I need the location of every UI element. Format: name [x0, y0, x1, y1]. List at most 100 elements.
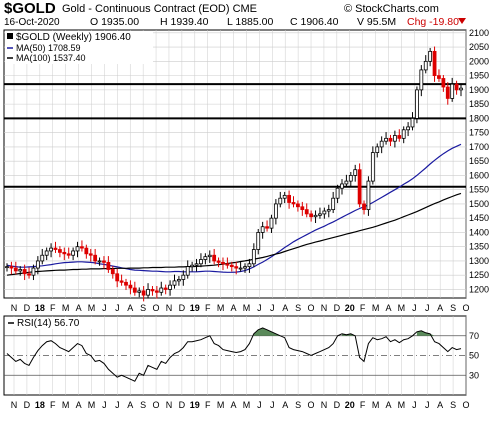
- x-tick-label: M: [243, 303, 251, 313]
- candle-body: [362, 203, 366, 211]
- x-tick-label: O: [462, 303, 469, 313]
- rsi-x-tick-label: J: [412, 400, 417, 410]
- rsi-x-tick-label: F: [205, 400, 211, 410]
- candle-body: [278, 197, 283, 205]
- candle-body: [80, 246, 84, 249]
- candle-body: [124, 281, 128, 286]
- candle-body: [432, 50, 437, 77]
- candle-body: [348, 175, 353, 182]
- candle-body: [132, 287, 137, 293]
- quote-close: C 1906.40: [290, 16, 339, 28]
- rsi-x-tick-label: A: [76, 400, 82, 410]
- x-tick-label: M: [372, 303, 380, 313]
- candle-body: [256, 232, 261, 250]
- x-tick-label: F: [50, 303, 56, 313]
- candle-body: [406, 126, 411, 131]
- rsi-x-tick-label: J: [102, 400, 107, 410]
- legend-ma100-text: MA(100) 1537.40: [16, 53, 86, 63]
- quote-open: O 1935.00: [90, 16, 140, 28]
- candle-body: [62, 251, 67, 255]
- x-tick-label: D: [334, 303, 341, 313]
- candle-body: [229, 264, 234, 268]
- candle-body: [441, 78, 446, 88]
- rsi-x-tick-label: M: [217, 400, 225, 410]
- candle-body: [27, 273, 31, 276]
- rsi-x-tick-label: N: [166, 400, 173, 410]
- price-tick-label: 1450: [469, 213, 489, 223]
- x-tick-label: J: [270, 303, 275, 313]
- candle-body: [172, 280, 177, 286]
- rsi-x-tick-label: J: [270, 400, 275, 410]
- candle-body: [221, 261, 225, 265]
- candle-body: [177, 279, 181, 282]
- rsi-legend-bg: [5, 317, 97, 329]
- candle-body: [366, 180, 371, 211]
- rsi-x-tick-label: J: [425, 400, 430, 410]
- rsi-overbought-fill: [253, 327, 435, 336]
- x-tick-label: O: [153, 303, 160, 313]
- candle-body: [31, 267, 36, 276]
- candle-body: [419, 69, 424, 91]
- x-tick-label: J: [257, 303, 262, 313]
- candle-body: [415, 89, 419, 119]
- x-tick-label: M: [398, 303, 406, 313]
- price-tick-label: 1950: [469, 71, 489, 81]
- ma100-line: [6, 192, 462, 276]
- price-tick-label: 1700: [469, 142, 489, 152]
- ma50-line: [6, 143, 462, 273]
- candle-body: [357, 169, 362, 205]
- candle-body: [57, 249, 62, 253]
- rsi-legend: RSI(14) 56.70: [5, 317, 97, 329]
- rsi-x-tick-label: S: [295, 400, 301, 410]
- candle-body: [199, 259, 203, 265]
- candle-body: [150, 289, 155, 292]
- candle-body: [5, 266, 9, 269]
- candle-body: [375, 146, 380, 153]
- candle-body: [154, 290, 159, 293]
- quote-high: H 1939.40: [160, 16, 209, 28]
- candle-body: [331, 197, 336, 211]
- rsi-x-tick-label: A: [437, 400, 443, 410]
- candle-body: [75, 246, 80, 252]
- candle-body: [53, 247, 58, 250]
- price-tick-label: 1800: [469, 113, 489, 123]
- candle-body: [450, 83, 455, 99]
- candle-body: [238, 267, 243, 270]
- rsi-x-tick-label: D: [179, 400, 186, 410]
- candle-body: [234, 266, 239, 269]
- x-tick-label: D: [179, 303, 186, 313]
- source-credit: © StockCharts.com: [344, 3, 439, 15]
- x-tick-label: N: [321, 303, 328, 313]
- x-tick-label: S: [450, 303, 456, 313]
- candle-body: [437, 75, 441, 79]
- candle-body: [212, 254, 217, 262]
- rsi-x-tick-label: O: [153, 400, 160, 410]
- candle-body: [203, 256, 208, 260]
- candle-body: [423, 60, 428, 71]
- x-tick-label: A: [127, 303, 133, 313]
- price-tick-label: 1200: [469, 284, 489, 294]
- rsi-x-tick-label: J: [115, 400, 120, 410]
- candle-body: [273, 203, 278, 219]
- chart-description: Gold - Continuous Contract (EOD) CME: [62, 3, 257, 15]
- rsi-x-tick-label: F: [360, 400, 366, 410]
- candle-body: [159, 287, 164, 293]
- price-tick-label: 1250: [469, 270, 489, 280]
- candle-body: [291, 202, 296, 205]
- candle-body: [93, 254, 98, 262]
- legend-price-text: $GOLD (Weekly) 1906.40: [16, 32, 131, 43]
- candle-body: [225, 263, 230, 266]
- x-tick-label: O: [308, 303, 315, 313]
- candle-body: [388, 137, 393, 142]
- candle-body: [445, 86, 450, 99]
- x-tick-label: N: [166, 303, 173, 313]
- candle-body: [181, 274, 186, 280]
- price-tick-label: 1750: [469, 128, 489, 138]
- x-tick-label: A: [282, 303, 288, 313]
- rsi-tick-label: 30: [469, 370, 479, 380]
- candle-body: [247, 263, 252, 268]
- legend-background: [5, 31, 153, 64]
- x-tick-label: S: [295, 303, 301, 313]
